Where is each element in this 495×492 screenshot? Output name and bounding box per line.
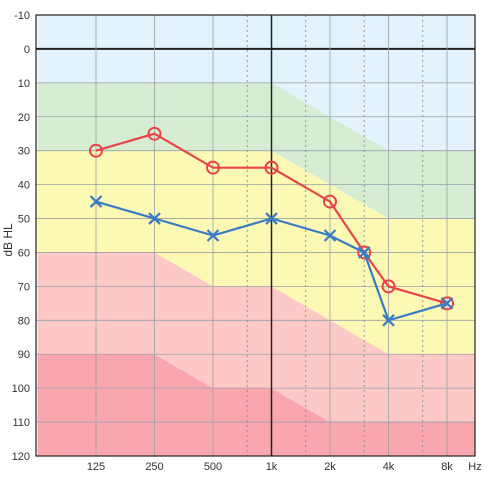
x-tick-label: 125 bbox=[87, 461, 105, 473]
y-tick-label: 0 bbox=[24, 44, 30, 56]
y-tick-label: 10 bbox=[18, 78, 30, 90]
data-point-x bbox=[357, 246, 371, 259]
x-tick-label: 4k bbox=[383, 461, 395, 473]
hearing-zones bbox=[37, 15, 475, 456]
data-point-circle bbox=[89, 143, 103, 158]
x-marker-stroke bbox=[265, 212, 278, 225]
x-tick-label: 250 bbox=[145, 461, 163, 473]
data-point-x bbox=[89, 195, 103, 208]
data-point-circle bbox=[206, 160, 220, 175]
data-point-circle bbox=[440, 296, 454, 311]
x-tick-label: 500 bbox=[204, 461, 222, 473]
y-tick-label: 30 bbox=[18, 146, 30, 158]
series-line-1 bbox=[95, 200, 448, 322]
x-marker-stroke bbox=[206, 229, 220, 242]
y-tick-label: 80 bbox=[18, 315, 30, 327]
x-tick-label: 2k bbox=[324, 461, 336, 473]
data-point-circle bbox=[147, 126, 162, 141]
x-marker-stroke bbox=[440, 297, 454, 310]
data-point-x bbox=[206, 229, 220, 242]
y-tick-label: -10 bbox=[14, 10, 30, 22]
x-marker-stroke bbox=[323, 229, 337, 242]
axes bbox=[35, 14, 476, 457]
x-marker-stroke bbox=[89, 195, 103, 208]
y-tick-label: 110 bbox=[12, 417, 30, 429]
x-tick-label: 1k bbox=[266, 461, 278, 473]
y-tick-label: 50 bbox=[18, 214, 30, 226]
plot-frame bbox=[35, 14, 476, 457]
y-tick-label: 20 bbox=[18, 112, 30, 124]
data-point-circle bbox=[357, 245, 372, 260]
y-tick-label: 40 bbox=[18, 180, 30, 192]
x-marker-stroke bbox=[382, 314, 395, 327]
y-tick-label: 90 bbox=[18, 349, 30, 361]
x-marker-stroke bbox=[357, 246, 371, 259]
y-tick-label: 70 bbox=[18, 281, 30, 293]
y-tick-label: 60 bbox=[18, 247, 30, 259]
zone-3 bbox=[37, 252, 475, 423]
data-point-circle bbox=[381, 279, 396, 294]
x-marker-stroke bbox=[148, 212, 161, 225]
y-axis-label: dB HL bbox=[1, 223, 15, 257]
data-point-x bbox=[323, 229, 337, 242]
data-point-circle bbox=[323, 194, 337, 209]
y-tick-label: 120 bbox=[12, 451, 30, 463]
data-point-x bbox=[265, 212, 278, 225]
x-axis-unit: Hz bbox=[468, 461, 481, 473]
x-tick-label: 8k bbox=[441, 461, 453, 473]
series bbox=[89, 126, 454, 327]
data-point-circle bbox=[264, 160, 279, 175]
data-point-x bbox=[382, 314, 395, 327]
zone-4 bbox=[37, 354, 475, 456]
data-point-x bbox=[440, 297, 454, 310]
data-point-x bbox=[148, 212, 161, 225]
y-tick-label: 100 bbox=[12, 383, 30, 395]
